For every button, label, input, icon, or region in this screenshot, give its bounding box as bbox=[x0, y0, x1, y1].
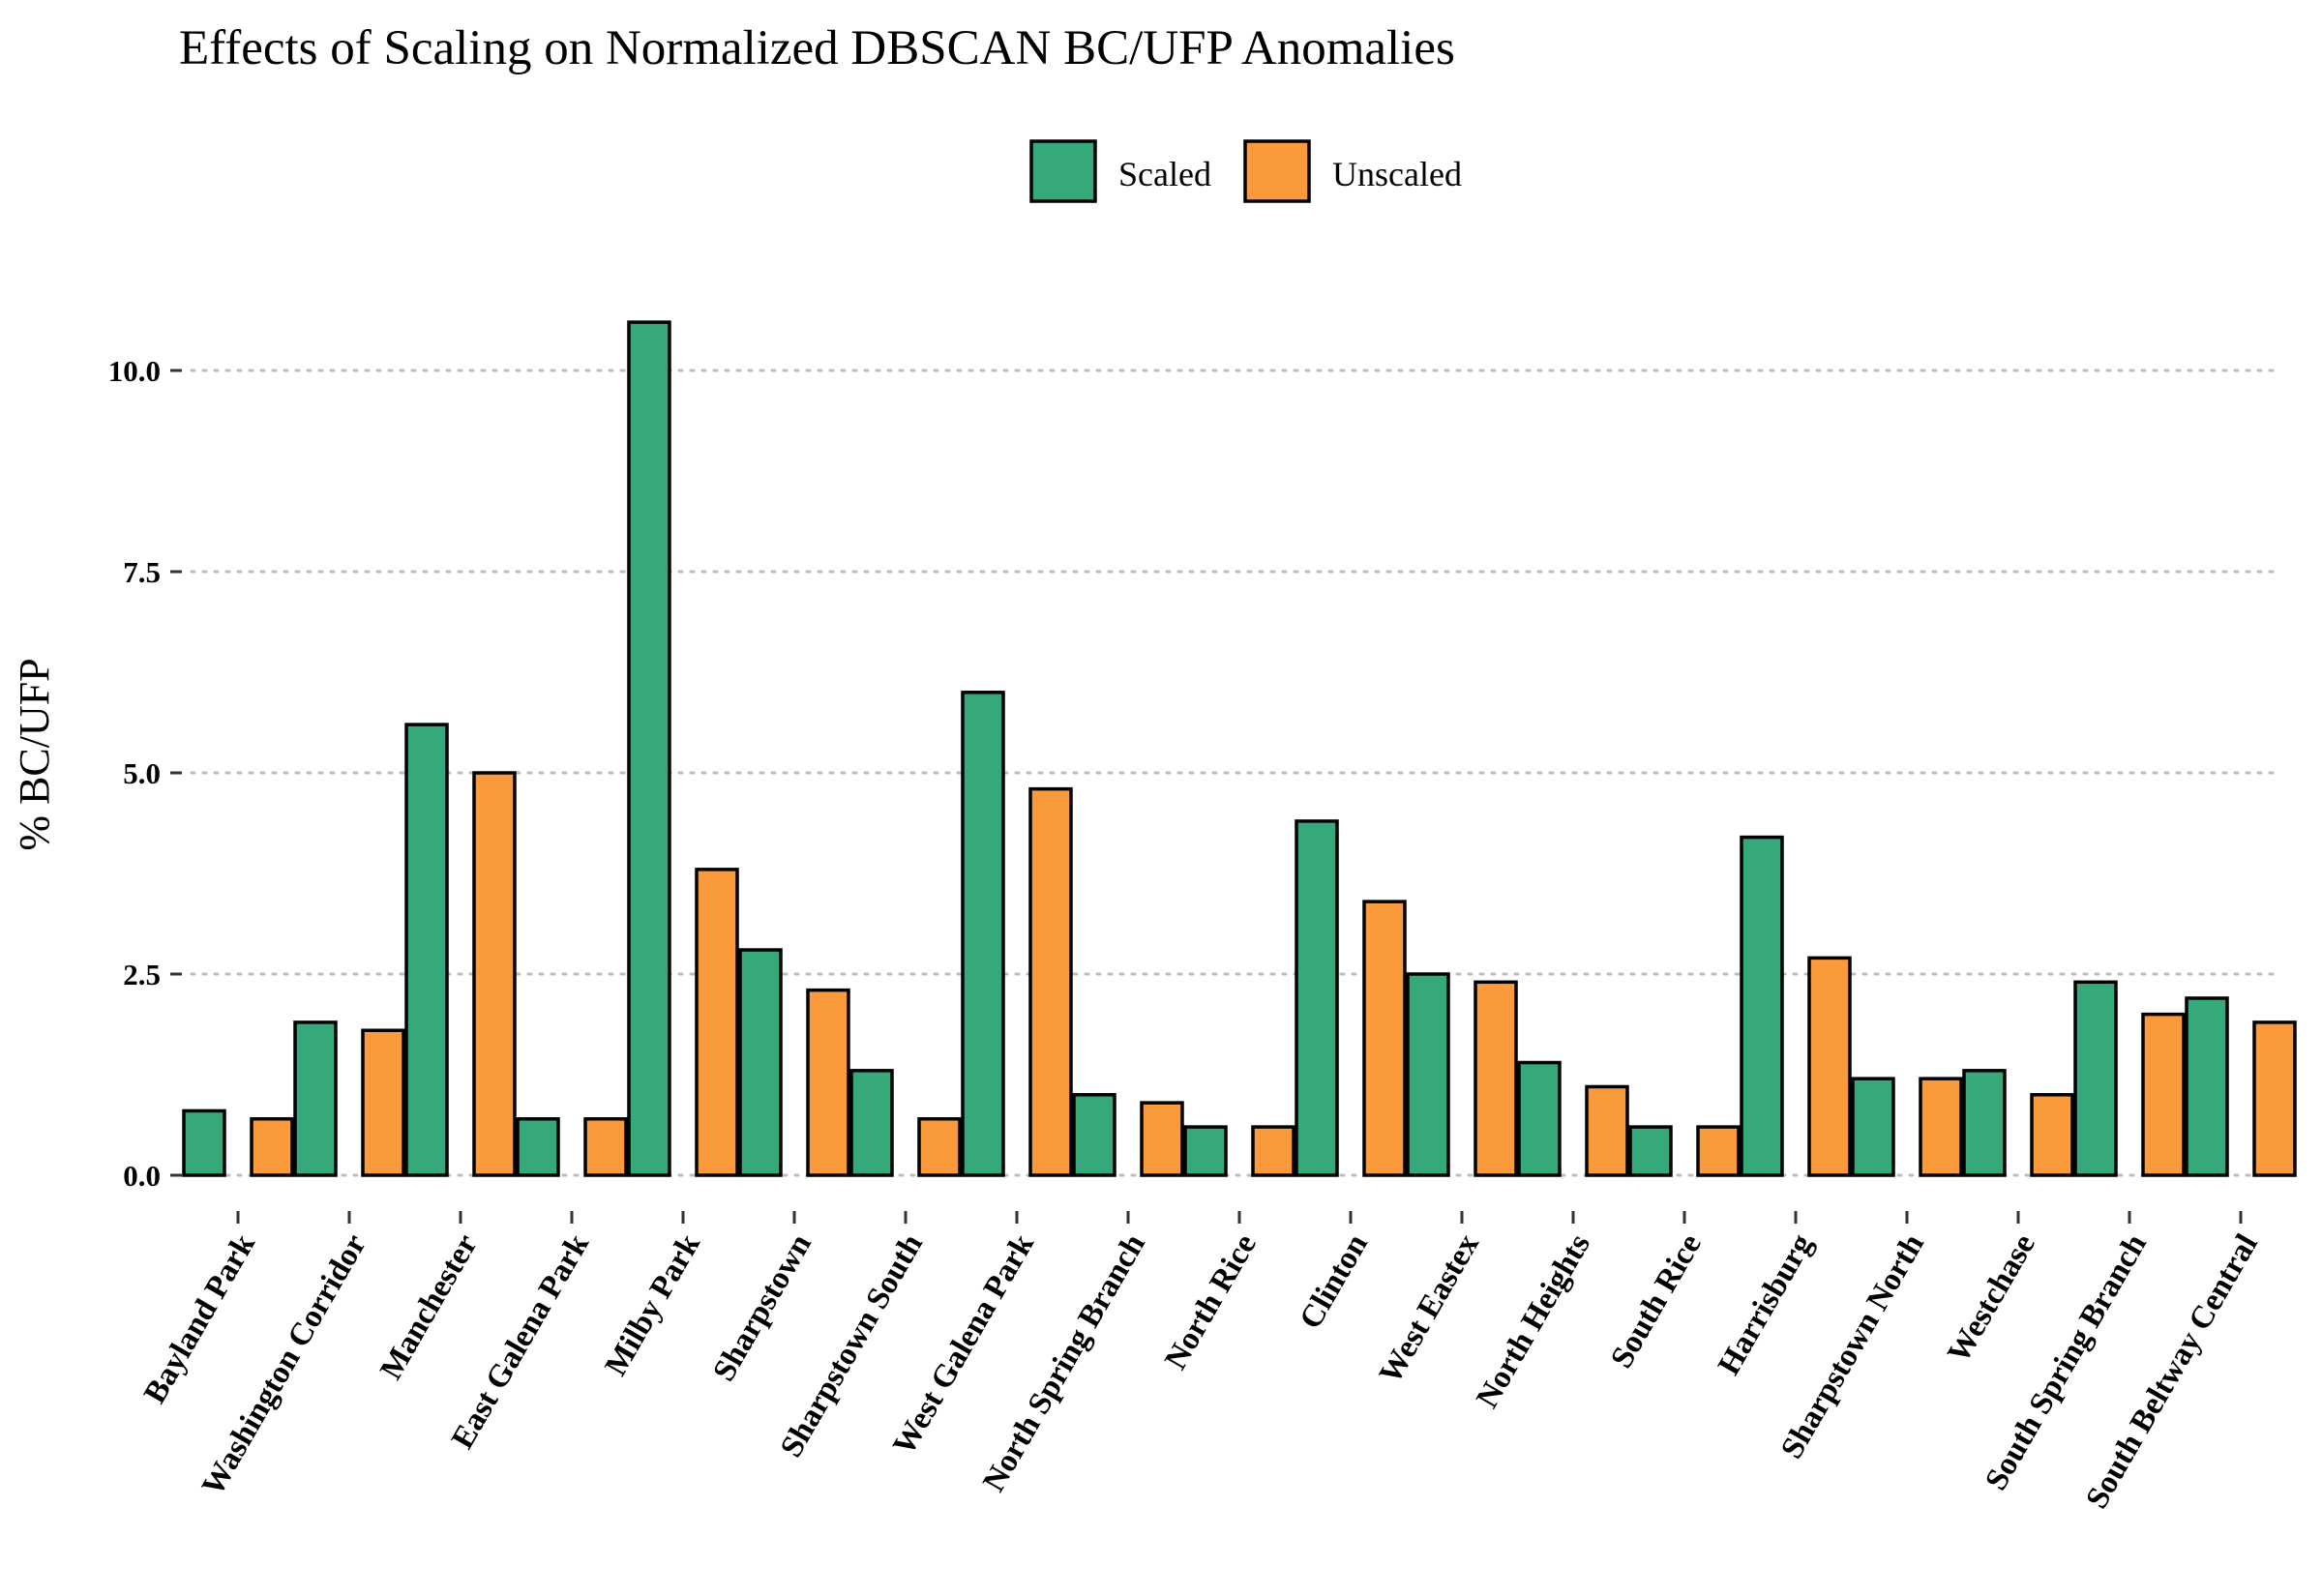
bar-unscaled bbox=[361, 1028, 405, 1177]
y-tick-label: 7.5 bbox=[123, 555, 161, 589]
x-tick-label: Bayland Park bbox=[137, 1227, 262, 1409]
bar-scaled bbox=[182, 1108, 226, 1177]
y-tick-label: 5.0 bbox=[123, 756, 161, 790]
x-tick-label: Clinton bbox=[1294, 1228, 1375, 1335]
bar-scaled bbox=[1628, 1125, 1673, 1177]
bars bbox=[182, 320, 2297, 1177]
bar-scaled bbox=[516, 1117, 560, 1177]
y-axis-label: % BC/UFP bbox=[11, 658, 58, 850]
bar-scaled bbox=[293, 1020, 338, 1177]
x-tick-label: North Rice bbox=[1158, 1228, 1264, 1375]
legend-label-unscaled: Unscaled bbox=[1332, 155, 1462, 193]
bar-scaled bbox=[1851, 1077, 1895, 1177]
bar-scaled bbox=[1406, 972, 1450, 1177]
legend: Scaled Unscaled bbox=[1029, 139, 1462, 203]
bar-unscaled bbox=[917, 1117, 962, 1177]
bar-scaled bbox=[961, 691, 1005, 1177]
bar-unscaled bbox=[1585, 1084, 1629, 1177]
chart-title: Effects of Scaling on Normalized DBSCAN … bbox=[179, 21, 1455, 75]
legend-label-scaled: Scaled bbox=[1118, 155, 1211, 193]
bar-scaled bbox=[627, 320, 671, 1177]
bar-scaled bbox=[404, 723, 449, 1177]
x-tick-label: Westchase bbox=[1941, 1228, 2042, 1369]
bar-unscaled bbox=[583, 1117, 628, 1177]
bar-unscaled bbox=[1028, 786, 1073, 1177]
y-tick-label: 2.5 bbox=[123, 958, 161, 991]
y-axis: 0.0 2.5 5.0 7.5 10.0 bbox=[108, 354, 182, 1193]
bar-unscaled bbox=[2141, 1012, 2186, 1177]
legend-swatch-unscaled bbox=[1243, 139, 1311, 203]
x-tick-label: South Rice bbox=[1604, 1228, 1709, 1374]
bar-scaled bbox=[1072, 1093, 1116, 1177]
x-tick-label: Milby Park bbox=[599, 1227, 708, 1381]
bar-unscaled bbox=[1362, 900, 1407, 1177]
bar-unscaled bbox=[1919, 1077, 1963, 1177]
bar-scaled bbox=[1740, 835, 1784, 1177]
x-tick-label: Sharpstown bbox=[706, 1228, 819, 1387]
x-tick-label: West Eastex bbox=[1373, 1228, 1486, 1390]
bar-scaled bbox=[1183, 1125, 1228, 1177]
bar-unscaled bbox=[250, 1117, 294, 1177]
bar-scaled bbox=[1962, 1069, 2007, 1177]
bar-unscaled bbox=[1251, 1125, 1295, 1177]
bar-unscaled bbox=[1474, 980, 1518, 1177]
bar-unscaled bbox=[2252, 1020, 2297, 1177]
legend-swatch-scaled bbox=[1029, 139, 1097, 203]
x-tick-label: Harrisburg bbox=[1712, 1228, 1820, 1381]
y-tick-label: 10.0 bbox=[108, 354, 161, 388]
bar-scaled bbox=[2185, 996, 2229, 1177]
bar-unscaled bbox=[1140, 1101, 1184, 1177]
bar-unscaled bbox=[2030, 1093, 2074, 1177]
bar-scaled bbox=[1295, 819, 1339, 1177]
x-tick-label: North Heights bbox=[1470, 1228, 1597, 1414]
bar-scaled bbox=[2073, 980, 2118, 1177]
bar-unscaled bbox=[806, 988, 850, 1177]
x-tick-label: Manchester bbox=[373, 1228, 485, 1385]
bar-unscaled bbox=[472, 771, 517, 1177]
bar-scaled bbox=[1517, 1060, 1562, 1177]
bar-scaled bbox=[849, 1069, 894, 1177]
bar-scaled bbox=[738, 948, 783, 1177]
bar-unscaled bbox=[695, 868, 739, 1177]
bar-unscaled bbox=[1807, 956, 1852, 1177]
bar-unscaled bbox=[1696, 1125, 1741, 1177]
y-tick-label: 0.0 bbox=[123, 1159, 161, 1193]
